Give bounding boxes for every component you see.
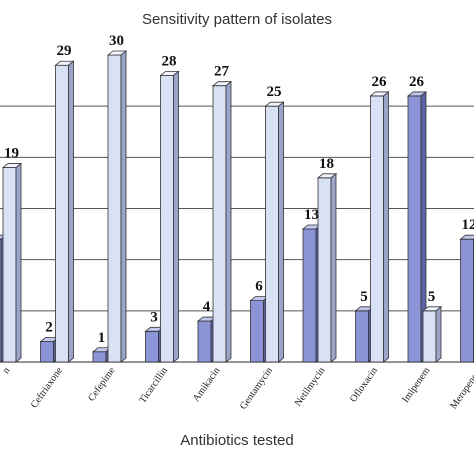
category-label: Ceftriaxone xyxy=(29,365,65,410)
bar-side xyxy=(15,162,22,363)
bar-front xyxy=(302,228,317,363)
category-label: Imipenem xyxy=(400,365,432,405)
bar-front xyxy=(265,105,279,363)
bar-front xyxy=(92,351,107,363)
bar-front xyxy=(107,54,122,363)
data-labels: 219229130328427625131852626512 xyxy=(0,33,474,346)
bar-front xyxy=(370,95,384,363)
data-label: 29 xyxy=(57,43,72,59)
bar-front xyxy=(460,238,474,363)
data-label: 26 xyxy=(409,74,425,90)
bar-side xyxy=(68,60,74,363)
bar xyxy=(369,91,390,363)
data-label: 25 xyxy=(267,84,282,100)
bar xyxy=(421,306,443,363)
bar-front xyxy=(212,85,227,363)
bar xyxy=(406,91,428,363)
category-label: Cefepime xyxy=(86,365,118,404)
bar-front xyxy=(422,310,437,363)
bar xyxy=(54,60,75,363)
data-label: 28 xyxy=(162,53,177,69)
category-label: Amikacin xyxy=(191,365,223,404)
data-label: 5 xyxy=(360,289,368,305)
bar xyxy=(106,50,128,363)
bar xyxy=(211,80,233,363)
data-label: 6 xyxy=(255,279,263,295)
category-labels: n Ceftriaxone Cefepime Ticarcillin Amikacin G… xyxy=(1,365,474,412)
bar-side xyxy=(435,306,442,363)
category-label: Meropenem xyxy=(448,365,474,411)
bar-front xyxy=(2,167,17,363)
data-label: 1 xyxy=(98,330,106,346)
data-label: 18 xyxy=(319,156,334,172)
bar xyxy=(459,234,474,363)
data-label: 30 xyxy=(109,33,124,49)
bar-side xyxy=(330,172,337,363)
data-label: 2 xyxy=(45,320,53,336)
category-label: Gentamycin xyxy=(238,365,275,411)
category-label: Ticarcillin xyxy=(137,365,170,405)
bar-side xyxy=(278,101,284,363)
bar-front xyxy=(145,330,159,363)
bar-front xyxy=(250,300,264,363)
bar-front xyxy=(355,310,369,363)
data-label: 5 xyxy=(428,289,436,305)
data-label: 27 xyxy=(214,64,230,80)
bar xyxy=(264,101,285,363)
bar-front xyxy=(160,75,174,363)
bar-front xyxy=(197,320,212,363)
data-label: 4 xyxy=(203,299,211,315)
bar-side xyxy=(225,80,232,363)
bar xyxy=(316,172,338,363)
bar-front xyxy=(40,341,54,363)
bar-top xyxy=(459,234,474,240)
bars xyxy=(0,50,474,363)
chart-title: Sensitivity pattern of isolates xyxy=(142,11,332,28)
gridlines xyxy=(0,105,474,363)
data-label: 26 xyxy=(372,74,388,90)
bar-front xyxy=(317,177,332,363)
bar xyxy=(159,70,180,363)
data-label: 19 xyxy=(4,146,19,162)
data-label: 3 xyxy=(150,309,158,325)
data-label: 13 xyxy=(304,207,319,223)
bar-front xyxy=(55,64,69,363)
data-label: 12 xyxy=(462,217,474,233)
bar-side xyxy=(173,70,179,363)
bar xyxy=(1,162,23,363)
bar-front xyxy=(407,95,422,363)
bar-side xyxy=(383,91,389,363)
x-axis-label: Antibiotics tested xyxy=(180,432,293,449)
category-label: Netilmycin xyxy=(293,365,328,408)
bar-side xyxy=(120,50,127,363)
category-label: Ofloxacin xyxy=(348,365,380,404)
category-label: n xyxy=(1,365,13,375)
